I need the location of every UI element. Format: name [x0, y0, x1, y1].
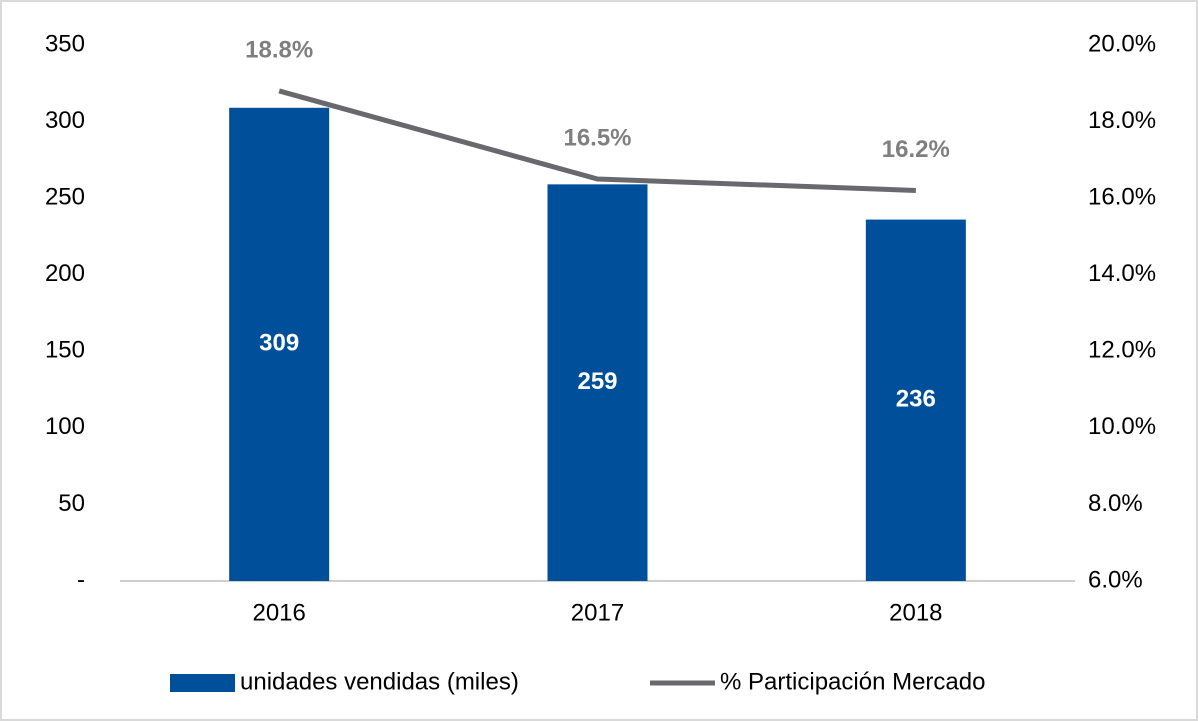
line: [278, 88, 916, 193]
bar: [229, 107, 330, 581]
y2-tick-label: 6.0%: [1088, 566, 1143, 593]
y-tick-label: 350: [45, 30, 85, 57]
bar: [547, 184, 648, 582]
y-tick-label: -: [77, 566, 85, 593]
x-tick-label: 2018: [889, 599, 942, 626]
y2-tick-label: 10.0%: [1088, 413, 1156, 440]
legend-swatch: [170, 674, 235, 692]
y2-tick-label: 12.0%: [1088, 337, 1156, 364]
y-tick-label: 50: [58, 490, 85, 517]
bar-value-label: 236: [896, 386, 936, 413]
y-tick-label: 100: [45, 413, 85, 440]
y2-tick-label: 16.0%: [1088, 183, 1156, 210]
bar: [865, 219, 966, 581]
legend-label: % Participación Mercado: [720, 668, 985, 695]
x-tick-label: 2016: [252, 599, 305, 626]
y-tick-label: 150: [45, 337, 85, 364]
x-tick-label: 2017: [571, 599, 624, 626]
y2-tick-label: 18.0%: [1088, 107, 1156, 134]
bar-value-label: 309: [259, 330, 299, 357]
y-tick-label: 300: [45, 107, 85, 134]
y2-tick-label: 14.0%: [1088, 260, 1156, 287]
legend-label: unidades vendidas (miles): [240, 668, 519, 695]
y-tick-label: 200: [45, 260, 85, 287]
y-tick-label: 250: [45, 183, 85, 210]
line-value-label: 16.2%: [882, 136, 950, 163]
line-value-label: 16.5%: [563, 124, 631, 151]
line-value-label: 18.8%: [245, 36, 313, 63]
bar-value-label: 259: [577, 368, 617, 395]
y2-tick-label: 8.0%: [1088, 490, 1143, 517]
y2-tick-label: 20.0%: [1088, 30, 1156, 57]
